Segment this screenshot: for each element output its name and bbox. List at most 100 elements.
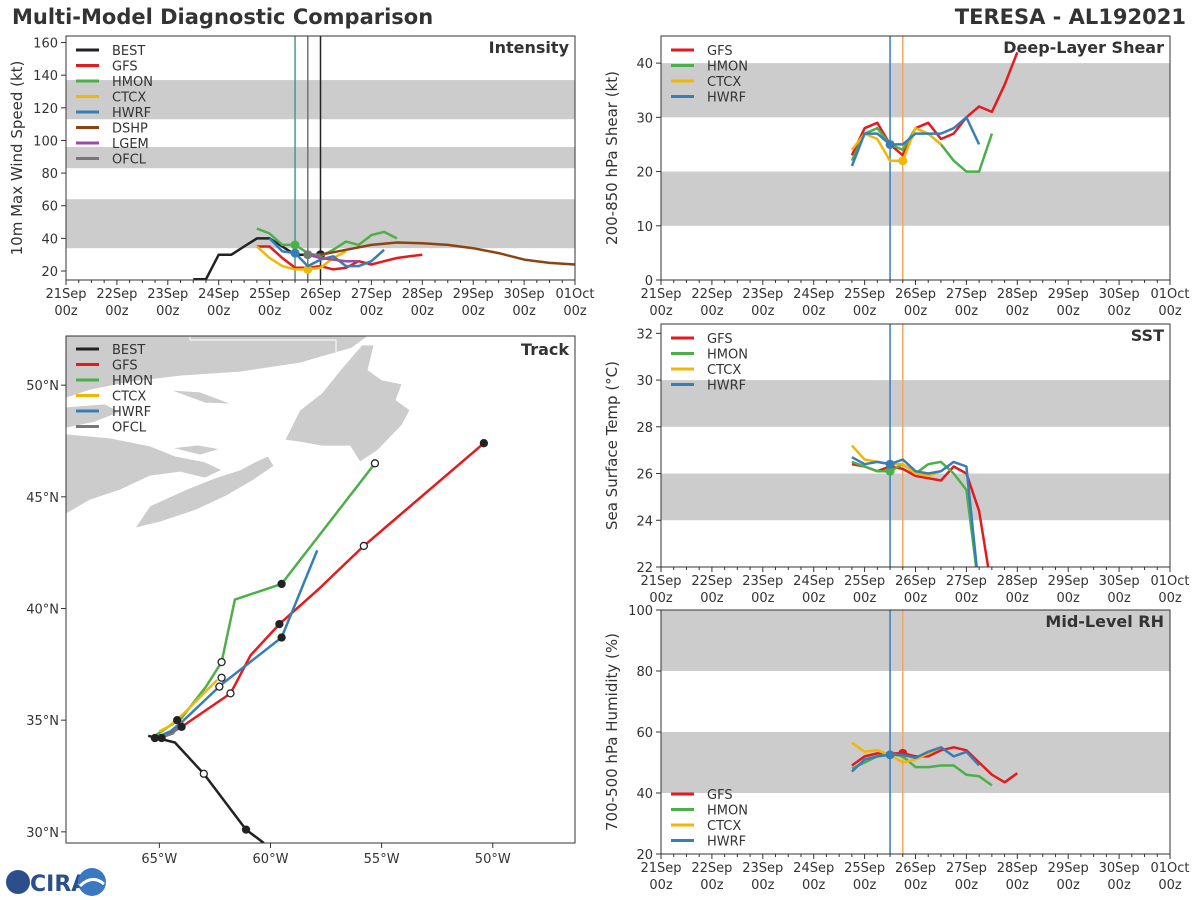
x-tick-label-hour: 00z (1158, 591, 1182, 606)
x-tick-label-day: 30Sep (1099, 574, 1140, 589)
x-tick-label-day: 24Sep (793, 861, 834, 876)
track-marker-best (241, 825, 251, 834)
x-tick-label-hour: 00z (1057, 591, 1081, 606)
x-tick-label-day: 27Sep (946, 574, 987, 589)
x-tick-label-hour: 00z (802, 591, 826, 606)
lat-tick-label: 50°N (26, 379, 59, 394)
track-marker-best (157, 733, 166, 743)
y-tick-label: 80 (41, 167, 58, 182)
track-marker-gfs (359, 541, 368, 551)
x-tick-label-day: 27Sep (351, 287, 392, 302)
y-tick-label: 120 (33, 102, 58, 117)
x-tick-label-day: 26Sep (300, 287, 341, 302)
track-marker-hwrf (215, 682, 224, 691)
x-tick-label-day: 01Oct (1150, 287, 1189, 302)
legend-label-hwrf: HWRF (112, 405, 151, 420)
lat-tick-label: 35°N (26, 714, 59, 729)
legend-label-hmon: HMON (707, 60, 748, 75)
x-tick-label-hour: 00z (904, 878, 928, 893)
legend-label-gfs: GFS (112, 359, 138, 374)
y-tick-label: 24 (636, 514, 653, 529)
x-tick-label-day: 27Sep (946, 861, 987, 876)
panel-title: Mid-Level RH (1045, 612, 1164, 631)
series-line-dshp (307, 241, 575, 266)
x-tick-label-hour: 00z (1158, 878, 1182, 893)
track-marker-ctcx (217, 673, 226, 682)
x-tick-label-day: 30Sep (1099, 861, 1140, 876)
lon-tick-label: 65°W (141, 852, 177, 867)
y-tick-label: 40 (636, 787, 653, 802)
lon-tick-label: 55°W (364, 852, 400, 867)
x-tick-label-hour: 00z (54, 304, 78, 319)
y-axis-label: 200-850 hPa Shear (kt) (603, 71, 621, 245)
panel-intensity: 21Sep 00z 22Sep 00z 23Sep 00z 24Sep 00z 25Sep 00z… (8, 35, 595, 319)
y-axis-label: 700-500 hPa Humidity (%) (603, 633, 621, 831)
x-tick-label-hour: 00z (700, 304, 724, 319)
series-point-hwrf (885, 139, 895, 149)
y-tick-label: 80 (636, 665, 653, 680)
x-tick-label-hour: 00z (700, 878, 724, 893)
cira-logo: CIRA (6, 868, 106, 897)
shaded-band (661, 380, 1170, 427)
x-tick-label-hour: 00z (563, 304, 587, 319)
legend-label-hwrf: HWRF (112, 106, 151, 121)
x-tick-label-hour: 00z (649, 591, 673, 606)
panel-sst: 21Sep 00z 22Sep 00z 23Sep 00z 24Sep 00z 25Sep 00z… (603, 323, 1190, 606)
x-tick-label-day: 23Sep (742, 861, 783, 876)
panel-title: Intensity (489, 38, 570, 57)
x-tick-label-hour: 00z (1107, 591, 1131, 606)
shaded-band (661, 171, 1170, 226)
x-tick-label-hour: 00z (1158, 304, 1182, 319)
y-tick-label: 22 (636, 561, 653, 576)
legend-label-hwrf: HWRF (707, 91, 746, 106)
legend-label-gfs: GFS (112, 60, 138, 75)
y-tick-label: 140 (33, 69, 58, 84)
x-tick-label-day: 22Sep (96, 287, 137, 302)
x-tick-label-day: 28Sep (997, 861, 1038, 876)
logo-globe-icon (6, 870, 30, 894)
x-tick-label-day: 26Sep (895, 861, 936, 876)
x-tick-label-hour: 00z (751, 591, 775, 606)
landmass (66, 433, 223, 515)
panel-shear: 21Sep 00z 22Sep 00z 23Sep 00z 24Sep 00z 25Sep 00z… (603, 35, 1190, 319)
x-tick-label-hour: 00z (955, 878, 979, 893)
x-tick-label-hour: 00z (751, 878, 775, 893)
x-tick-label-hour: 00z (955, 591, 979, 606)
x-tick-label-hour: 00z (1057, 304, 1081, 319)
shaded-band (661, 63, 1170, 118)
series-group (193, 227, 575, 280)
legend-label-gfs: GFS (707, 44, 733, 59)
panel-title: Track (521, 340, 569, 359)
x-tick-label-day: 28Sep (997, 574, 1038, 589)
x-tick-label-hour: 00z (1006, 591, 1030, 606)
track-marker-hwrf (150, 733, 160, 743)
x-tick-label-hour: 00z (904, 591, 928, 606)
x-tick-label-hour: 00z (802, 878, 826, 893)
y-tick-label: 26 (636, 468, 653, 483)
x-tick-label-day: 29Sep (1048, 861, 1089, 876)
legend-label-ofcl: OFCL (112, 153, 147, 168)
x-tick-label-hour: 00z (853, 878, 877, 893)
x-tick-label-hour: 00z (207, 304, 231, 319)
x-tick-label-hour: 00z (904, 304, 928, 319)
x-tick-label-hour: 00z (1107, 304, 1131, 319)
y-tick-label: 20 (41, 265, 58, 280)
storm-title: TERESA - AL192021 (954, 5, 1186, 29)
series-point-hmon (885, 466, 895, 476)
panel-title: Deep-Layer Shear (1003, 38, 1164, 57)
x-tick-label-hour: 00z (1107, 878, 1131, 893)
x-tick-label-day: 25Sep (844, 861, 885, 876)
legend-label-dshp: DSHP (112, 122, 148, 137)
track-marker-hwrf (277, 633, 286, 642)
x-tick-label-day: 30Sep (504, 287, 545, 302)
track-marker-hmon (277, 579, 286, 589)
legend-label-gfs: GFS (707, 332, 733, 347)
series-point-hmon (290, 240, 300, 250)
x-tick-label-day: 24Sep (793, 287, 834, 302)
x-tick-label-hour: 00z (853, 591, 877, 606)
panel-title: SST (1131, 326, 1164, 345)
x-tick-label-hour: 00z (258, 304, 282, 319)
legend-label-ctcx: CTCX (112, 91, 146, 106)
legend-label-ctcx: CTCX (707, 363, 741, 378)
